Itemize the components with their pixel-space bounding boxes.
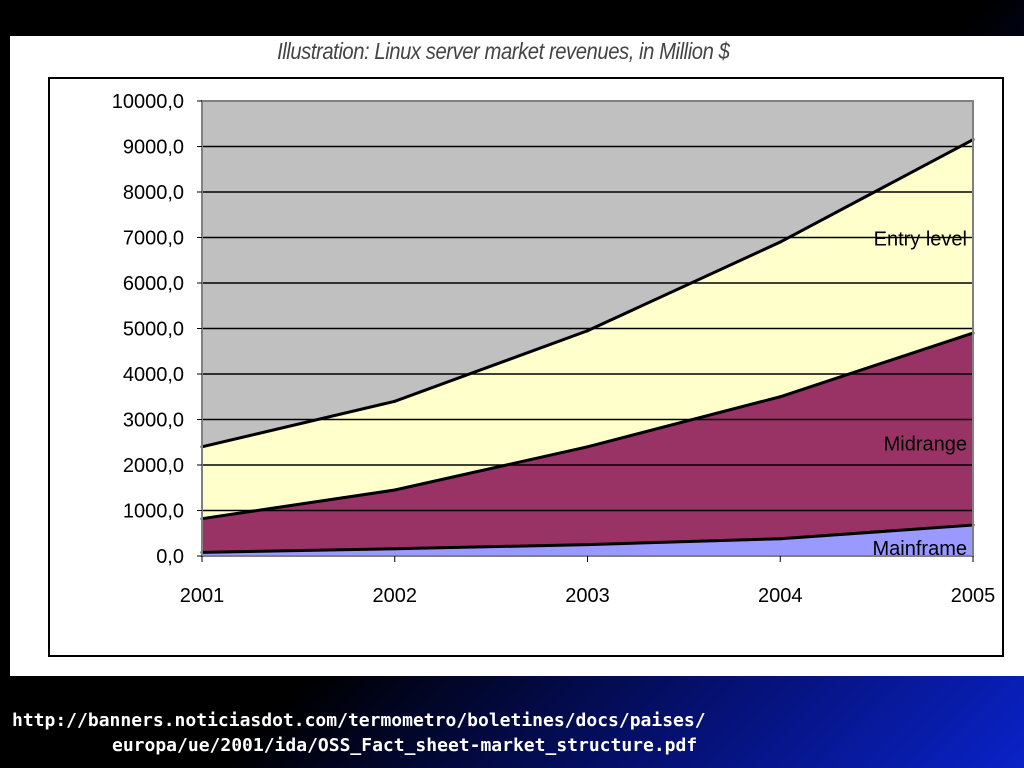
y-tick-label: 8000,0 (123, 182, 184, 204)
area-midrange (202, 333, 973, 556)
y-tick-label: 5000,0 (123, 319, 184, 341)
source-link-line-2[interactable]: europa/ue/2001/ida/OSS_Fact_sheet-market… (112, 735, 698, 756)
x-tick-label: 2003 (565, 585, 610, 607)
point-midrange (393, 488, 397, 492)
point-entry-level (393, 399, 397, 403)
y-tick-label: 4000,0 (123, 364, 184, 386)
point-midrange (586, 445, 589, 449)
x-tick-label: 2002 (373, 585, 418, 607)
source-link[interactable]: http://banners.noticiasdot.com/termometr… (12, 708, 1012, 758)
y-tick-label: 3000,0 (123, 410, 184, 432)
x-tick-label: 2004 (758, 585, 803, 607)
x-tick-label: 2001 (180, 585, 225, 607)
point-entry-level (778, 240, 782, 244)
y-tick-label: 2000,0 (123, 455, 184, 477)
area-chart: 0,0 1000,0 2000,0 3000,0 4000,0 5000,0 6000,0 7… (112, 91, 996, 607)
y-tick-label: 9000,0 (123, 137, 184, 159)
y-tick-label: 7000,0 (123, 228, 184, 250)
y-tick-label: 0,0 (156, 546, 184, 568)
y-tick-label: 10000,0 (112, 91, 184, 113)
source-link-line-1[interactable]: http://banners.noticiasdot.com/termometr… (12, 710, 706, 731)
area-mainframe (202, 525, 973, 556)
series-label-mainframe: Mainframe (873, 538, 967, 560)
point-mainframe (393, 547, 397, 551)
point-mainframe (586, 543, 589, 547)
point-entry-level (586, 329, 589, 333)
series-label-midrange: Midrange (884, 433, 967, 455)
x-tick-label: 2005 (951, 585, 996, 607)
chart-frame: 0,0 1000,0 2000,0 3000,0 4000,0 5000,0 6000,0 7… (48, 77, 1004, 657)
series-label-entry-level: Entry level (874, 229, 967, 251)
point-midrange (778, 395, 782, 399)
y-tick-label: 6000,0 (123, 273, 184, 295)
y-tick-label: 1000,0 (123, 501, 184, 523)
chart-title: Illustration: Linux server market revenu… (277, 38, 730, 64)
point-mainframe (778, 537, 782, 541)
